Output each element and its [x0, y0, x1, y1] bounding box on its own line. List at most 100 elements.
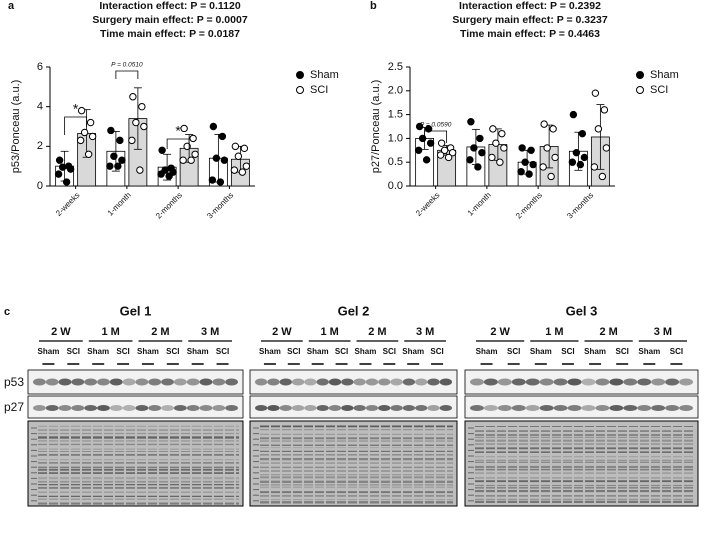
blot-band — [84, 405, 98, 411]
error-bar — [596, 104, 605, 170]
data-point — [448, 148, 457, 157]
group-label: 2 M — [599, 326, 617, 338]
data-point — [231, 142, 240, 151]
x-tick-label: 2-months — [154, 191, 184, 221]
lane-label: Sham — [402, 347, 424, 356]
lane-label: SCI — [383, 347, 396, 356]
data-point — [62, 178, 71, 186]
data-point — [525, 170, 533, 178]
group-label: 2 W — [490, 326, 510, 338]
blot-band — [255, 405, 268, 411]
data-point — [230, 166, 239, 174]
blot-band — [483, 405, 498, 411]
blot-band — [135, 378, 149, 386]
blot-band — [539, 378, 554, 386]
blot-band — [595, 378, 610, 386]
lane-label: Sham — [476, 347, 498, 356]
blot-band — [415, 405, 428, 411]
gel-title: Gel 3 — [566, 303, 598, 318]
significance-bracket — [424, 130, 448, 143]
blot-band — [84, 378, 98, 386]
blot-strip — [27, 395, 244, 419]
data-point — [590, 163, 599, 171]
data-point — [498, 129, 506, 138]
blot-band — [291, 405, 305, 411]
data-point — [444, 153, 453, 162]
data-point — [489, 125, 497, 133]
blot-strip — [464, 395, 699, 419]
lane-label: Sham — [638, 347, 660, 356]
significance-bracket — [115, 70, 139, 79]
data-point — [422, 156, 431, 164]
data-point — [138, 102, 146, 111]
data-point — [529, 160, 537, 169]
data-point — [234, 152, 243, 160]
blot-band — [511, 405, 526, 411]
data-point — [54, 170, 63, 178]
lane-label: Sham — [307, 347, 329, 356]
blot-band — [304, 378, 317, 386]
data-point — [521, 158, 529, 166]
data-point — [220, 156, 229, 164]
blot-band — [402, 378, 416, 386]
blot-band — [567, 405, 582, 411]
blot-band — [353, 405, 366, 411]
x-tick-label: 3-months — [565, 191, 595, 221]
blot-band — [623, 378, 638, 386]
lane-label: SCI — [166, 347, 179, 356]
blot-band — [427, 405, 440, 411]
data-point — [180, 124, 188, 133]
data-point — [474, 163, 482, 171]
data-point — [191, 150, 199, 158]
chart-title: Surgery main effect: P = 0.0007 — [92, 14, 248, 26]
legend-label: SCI — [650, 84, 668, 96]
blot-band — [497, 378, 512, 386]
data-point — [476, 134, 484, 143]
group-label: 1 M — [101, 326, 119, 338]
data-point — [492, 139, 500, 147]
blot-band — [483, 378, 498, 386]
annotation: P = 0.0590 — [420, 122, 452, 129]
blot-band — [581, 405, 596, 411]
blot-band — [390, 405, 403, 411]
blot-band — [212, 405, 226, 411]
data-point — [209, 122, 218, 131]
lane-label: SCI — [116, 347, 129, 356]
blot-band — [71, 378, 85, 386]
x-tick-label: 2-months — [514, 191, 544, 221]
lane-label: Sham — [187, 347, 209, 356]
data-point — [569, 110, 578, 119]
lane-label: SCI — [67, 347, 80, 356]
blot-band — [378, 405, 391, 411]
lane-label: Sham — [530, 347, 552, 356]
legend-marker — [636, 86, 644, 94]
panel-label: b — [370, 0, 377, 12]
data-point — [466, 156, 474, 164]
lane-label: SCI — [561, 347, 574, 356]
data-point — [426, 139, 435, 147]
data-point — [594, 125, 603, 133]
y-tick-label: 0.5 — [388, 156, 403, 168]
group-label: 2 M — [151, 326, 169, 338]
lane-label: SCI — [335, 347, 348, 356]
x-tick-label: 1-month — [466, 191, 493, 218]
blot-band — [511, 378, 526, 386]
legend-marker — [296, 71, 304, 79]
blot-band — [199, 378, 213, 386]
group-label: 3 M — [416, 326, 434, 338]
data-point — [86, 118, 95, 127]
blot-band — [651, 378, 666, 386]
blot-band — [609, 378, 624, 386]
blot-band — [595, 405, 610, 411]
blot-band — [427, 378, 440, 386]
blot-band — [109, 378, 123, 386]
blot-band — [623, 405, 638, 411]
data-point — [496, 158, 504, 166]
group-label: 2 W — [272, 326, 292, 338]
lane-label: Sham — [584, 347, 606, 356]
chart-title: Surgery main effect: P = 0.3237 — [452, 14, 608, 26]
blot-band — [439, 405, 452, 411]
data-point — [212, 154, 221, 162]
lane-label: Sham — [87, 347, 109, 356]
blot-band — [365, 405, 379, 411]
